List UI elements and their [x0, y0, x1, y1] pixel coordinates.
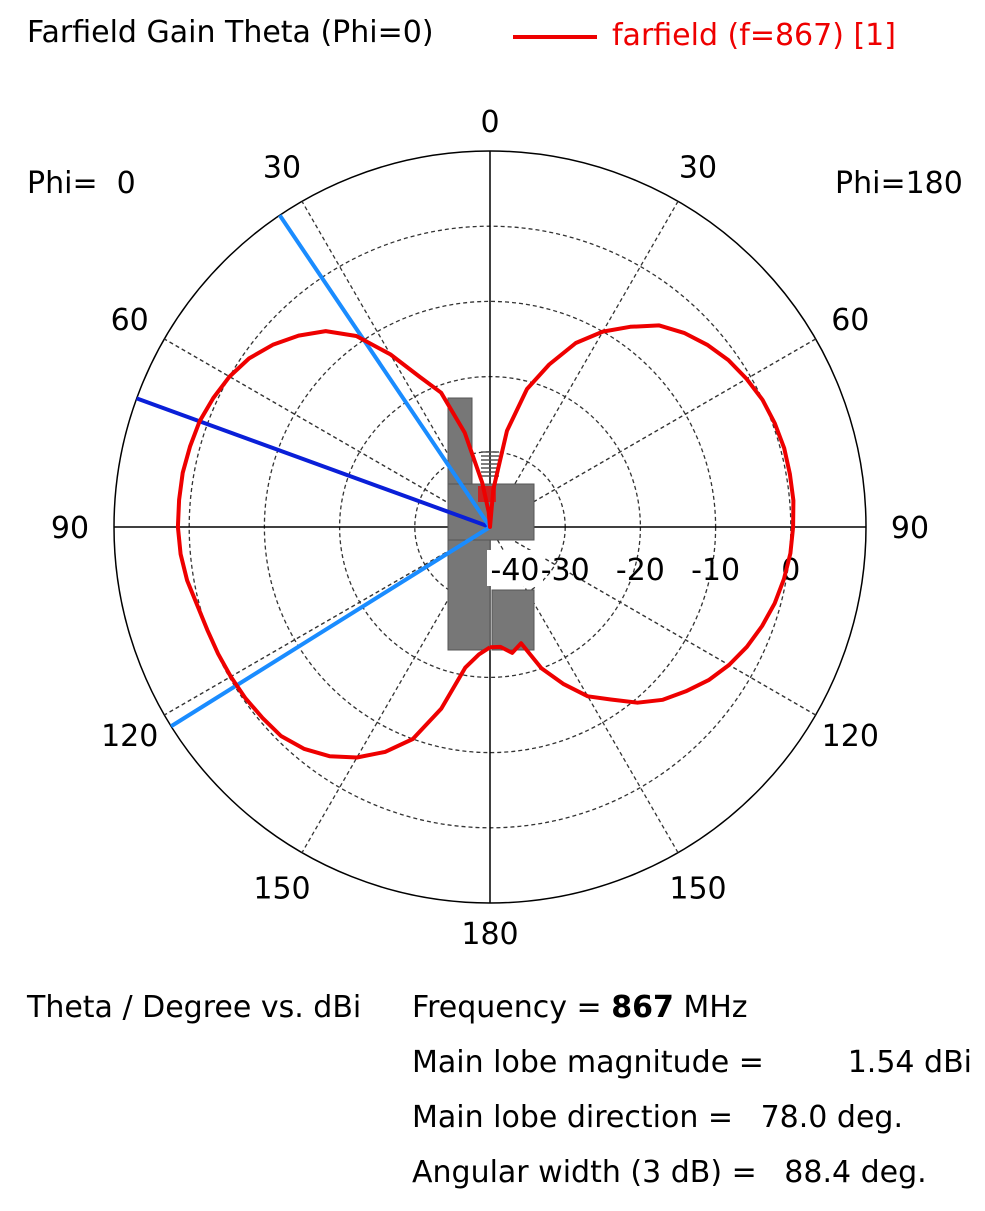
legend-entry: farfield (f=867) [1] [612, 18, 896, 53]
frequency-line: Frequency = 867 MHz [412, 990, 748, 1025]
angle-tick-label: 60 [831, 303, 869, 338]
series-line [175, 323, 796, 760]
angle-tick-label: 120 [822, 719, 879, 754]
radial-tick-label: -10 [691, 553, 740, 588]
angle-tick-label: 150 [669, 871, 726, 906]
beam-markers [135, 214, 492, 728]
chart-title: Farfield Gain Theta (Phi=0) [27, 15, 434, 50]
antenna-model-icon [447, 397, 535, 651]
radial-tick-label: -20 [616, 553, 665, 588]
radial-tick-label: -30 [541, 553, 590, 588]
polar-grid [113, 150, 867, 904]
frequency-unit: MHz [673, 990, 748, 1025]
main-lobe-direction-label: Main lobe direction = [412, 1100, 734, 1135]
right-half-label: Phi=180 [835, 166, 963, 201]
radial-tick-label: -40 [491, 553, 540, 588]
series-layer [175, 323, 796, 760]
angle-tick-label: 60 [111, 303, 149, 338]
axis-label: Theta / Degree vs. dBi [27, 990, 362, 1025]
angle-tick-label: 120 [101, 719, 158, 754]
grid-spoke [301, 201, 679, 853]
angle-tick-labels: 0 30 30 60 60 90 90 120 120 150 150 180 [51, 105, 929, 952]
grid-spoke [164, 338, 816, 716]
angle-tick-label: 90 [51, 511, 89, 546]
3db-beamwidth-edge-2-line [170, 525, 492, 728]
angle-tick-label: 0 [480, 105, 499, 140]
main-lobe-direction-line: Main lobe direction = 78.0 deg. [412, 1100, 903, 1135]
angle-tick-label: 30 [263, 151, 301, 186]
angular-width-value: 88.4 deg. [784, 1155, 927, 1190]
main-lobe-magnitude-label: Main lobe magnitude = [412, 1045, 764, 1080]
frequency-value: 867 [611, 990, 674, 1025]
left-half-label: Phi= 0 [27, 166, 136, 201]
angle-tick-label: 180 [461, 917, 518, 952]
main-lobe-direction-value: 78.0 deg. [760, 1100, 903, 1135]
angle-tick-label: 150 [253, 871, 310, 906]
angle-tick-label: 90 [891, 511, 929, 546]
grid-spoke [301, 201, 679, 853]
radial-tick-labels: -40 -30 -20 -10 0 [487, 550, 800, 588]
radial-label-bg [487, 550, 543, 586]
angular-width-label: Angular width (3 dB) = [412, 1155, 757, 1190]
angular-width-line: Angular width (3 dB) = 88.4 deg. [412, 1155, 927, 1190]
3db-beamwidth-edge-1-line [278, 214, 492, 529]
frequency-label: Frequency = [412, 990, 612, 1025]
main-lobe-magnitude-value: 1.54 dBi [847, 1045, 972, 1080]
main-lobe-direction-line [135, 396, 491, 529]
polar-chart: Farfield Gain Theta (Phi=0) farfield (f=… [27, 15, 963, 952]
device-body-bottom-left [447, 539, 491, 651]
device-body-bottom-right [491, 589, 535, 651]
main-lobe-magnitude-line: Main lobe magnitude = 1.54 dBi [412, 1045, 972, 1080]
radial-tick-label: 0 [781, 553, 800, 588]
grid-spoke [164, 338, 816, 716]
angle-tick-label: 30 [679, 151, 717, 186]
